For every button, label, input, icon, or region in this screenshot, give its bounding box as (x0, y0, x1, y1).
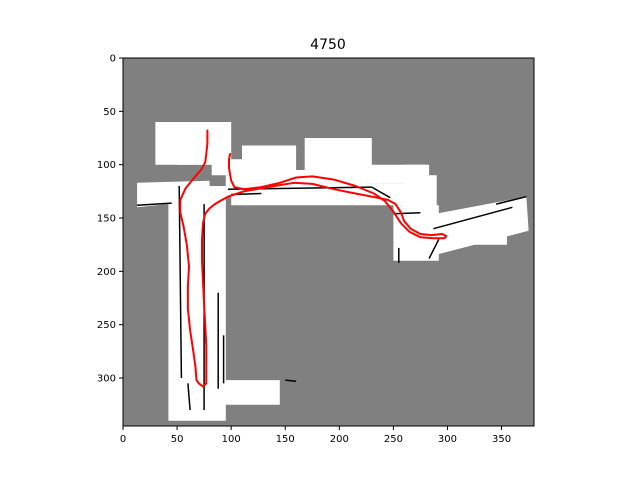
free-space-region (168, 186, 226, 421)
free-space-region (185, 380, 280, 405)
x-tick-label: 350 (492, 434, 511, 445)
y-tick-label: 200 (97, 267, 116, 278)
free-space-layer (137, 122, 529, 421)
obstacle-edge (137, 202, 172, 206)
y-tick-label: 0 (110, 54, 116, 65)
obstacle-edge (187, 383, 191, 411)
free-space-region (242, 145, 297, 170)
obstacle-edge (495, 195, 527, 205)
x-tick-label: 300 (438, 434, 457, 445)
x-tick-label: 200 (330, 434, 349, 445)
robot-trajectory-line (179, 129, 448, 388)
y-tick-label: 300 (97, 374, 116, 385)
obstacle-edge (285, 379, 297, 382)
plot-frame (122, 57, 535, 427)
y-tick-label: 50 (103, 107, 116, 118)
x-tick-label: 150 (276, 434, 295, 445)
chart-title: 4750 (310, 37, 346, 53)
x-tick-label: 0 (120, 434, 126, 445)
y-tick-label: 250 (97, 320, 116, 331)
free-space-region (177, 154, 210, 165)
x-tick-label: 100 (222, 434, 241, 445)
x-axis: 0 50 100 150 200 250 300 350 (120, 426, 511, 445)
x-tick-label: 50 (171, 434, 184, 445)
free-space-region (155, 122, 232, 165)
y-tick-label: 100 (97, 160, 116, 171)
plot-area (123, 58, 534, 426)
obstacle-edge (178, 185, 183, 379)
obstacle-edge (428, 238, 440, 259)
obstacle-edge (433, 206, 513, 230)
y-tick-label: 150 (97, 214, 116, 225)
free-space-region (469, 223, 507, 245)
x-tick-label: 250 (384, 434, 403, 445)
free-space-region (304, 138, 372, 170)
y-axis: 0 50 100 150 200 250 300 (97, 54, 123, 385)
obstacle-edge (393, 211, 421, 215)
obstacle-edge (371, 186, 391, 199)
